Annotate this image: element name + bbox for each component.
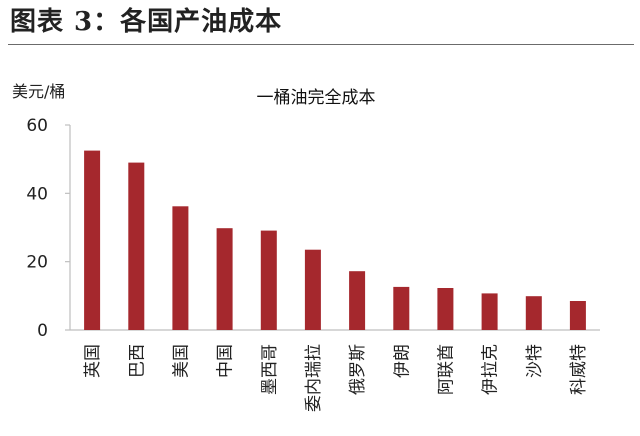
category-labels: 英国 巴西 美国 中国 墨西哥 委内瑞拉 俄罗斯 伊朗 阿联酋 伊拉克 沙特 科威特: [83, 344, 589, 412]
y-tick-label: 20: [26, 253, 48, 273]
y-axis-unit-label: 美元/桶: [12, 82, 65, 101]
x-category-label: 伊朗: [392, 344, 412, 378]
x-category-label: 委内瑞拉: [304, 344, 324, 412]
y-tick-label: 40: [26, 184, 48, 204]
y-axis: 0 20 40 60: [26, 116, 71, 341]
x-category-label: 科威特: [569, 344, 589, 395]
x-category-label: 沙特: [525, 344, 545, 378]
bar: [481, 293, 498, 330]
x-category-label: 俄罗斯: [348, 344, 368, 395]
x-category-label: 美国: [171, 344, 191, 378]
bar: [437, 288, 454, 330]
bar: [216, 228, 233, 330]
bar: [304, 249, 321, 330]
figure-title: 图表 3：各国产油成本: [10, 7, 283, 37]
bar: [128, 162, 145, 330]
bar: [260, 230, 277, 330]
title-divider: [8, 44, 634, 45]
bar: [172, 206, 189, 330]
x-category-label: 中国: [216, 344, 236, 378]
chart-title: 一桶油完全成本: [257, 88, 376, 108]
bar-series: [84, 150, 586, 330]
y-tick-label: 0: [37, 321, 48, 341]
x-category-label: 巴西: [127, 344, 147, 378]
x-category-label: 阿联酋: [436, 344, 456, 395]
bar: [525, 296, 542, 330]
bar: [569, 301, 586, 330]
x-category-label: 英国: [83, 344, 103, 378]
bar: [349, 271, 366, 330]
bar: [393, 286, 410, 330]
x-category-label: 伊拉克: [481, 344, 501, 395]
x-category-label: 墨西哥: [260, 344, 280, 395]
y-tick-label: 60: [26, 116, 48, 136]
bar: [84, 150, 101, 330]
